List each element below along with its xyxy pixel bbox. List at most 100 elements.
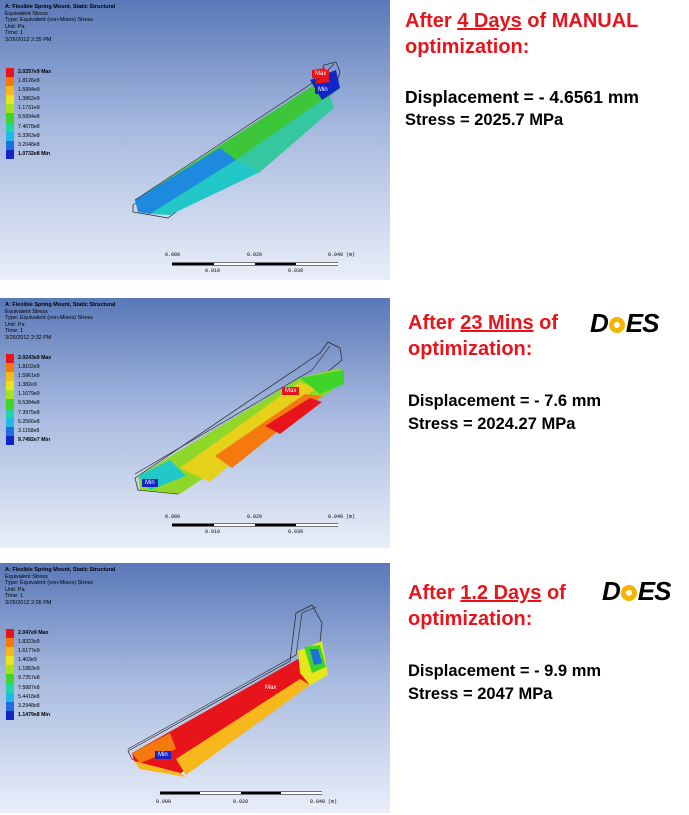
header-title: A: Flexible Spring Mount, Static Structu… (5, 302, 116, 308)
header-time: Time: 1 (5, 328, 24, 335)
header-unit: Unit: Pa (5, 23, 25, 30)
duration-text: 1.2 Days (460, 582, 542, 604)
legend-value: 7.5887e8 (18, 684, 40, 691)
heading-suffix: of MANUAL (521, 10, 639, 32)
panel-header: A: Flexible Spring Mount, Static Structu… (5, 4, 115, 44)
duration-text: 4 Days (457, 10, 522, 32)
scale-tick-0: 0.000 (165, 252, 181, 258)
legend-row: 1.5994e9 (6, 86, 51, 96)
legend-swatch (6, 372, 14, 382)
stress-legend: 2.0243e9 Max 1.8102e9 1.5961e9 1.382e9 1.167… (6, 354, 51, 445)
legend-value: 1.8126e9 (18, 78, 40, 85)
legend-row: 1.8102e9 (6, 363, 51, 373)
legend-row: 7.4678e8 (6, 122, 51, 132)
legend-row: 1.403e9 (6, 656, 50, 666)
result-block-3: After 1.2 Days of optimization: Displace… (408, 580, 688, 706)
header-unit: Unit: Pa (5, 586, 25, 593)
legend-row: 5.4418e8 (6, 692, 50, 702)
header-type: Type: Equivalent (von-Mises) Stress (5, 315, 94, 322)
model-view-3 (127, 604, 328, 795)
legend-row: 9.5994e8 (6, 113, 51, 123)
heading-suffix: of (533, 312, 559, 334)
displacement-text: Displacement = - 9.9 mm (408, 662, 602, 680)
scale-tick-020: 0.020 (247, 514, 263, 520)
legend-value: 2.0243e9 Max (18, 354, 52, 361)
legend-value: 1.8323e9 (18, 639, 40, 646)
scale-tick-0: 0.000 (165, 514, 181, 520)
heading-prefix: After (405, 10, 458, 32)
legend-swatch (6, 426, 14, 436)
legend-value: 9.7492e7 Min (18, 436, 51, 443)
scale-tick-040: 0.040 (m) (310, 799, 338, 805)
header-type: Type: Equivalent (von-Mises) Stress (5, 580, 94, 587)
legend-value: 1.1479e8 Min (18, 711, 51, 718)
legend-value: 3.2948e8 (18, 702, 40, 709)
legend-swatch (6, 399, 14, 409)
legend-value: 1.1883e9 (18, 666, 40, 673)
result-heading: After 23 Mins of (408, 310, 688, 336)
legend-value: 7.4678e8 (18, 123, 40, 130)
scale-tick-020: 0.020 (233, 799, 249, 805)
min-tag: Min (155, 751, 171, 759)
legend-swatch (6, 647, 14, 657)
header-subtitle: Equivalent Stress (5, 308, 48, 315)
header-time: Time: 1 (5, 593, 24, 600)
duration-text: 23 Mins (460, 312, 534, 334)
legend-swatch (6, 149, 14, 159)
legend-swatch (6, 710, 14, 720)
legend-row: 1.0732e8 Min (6, 149, 51, 159)
legend-swatch (6, 638, 14, 648)
scale-tick-010: 0.010 (205, 529, 221, 535)
model-view-2 (134, 341, 344, 527)
simulation-panel-2: A: Flexible Spring Mount, Static Structu… (0, 298, 390, 548)
legend-row: 5.2566e8 (6, 417, 51, 427)
legend-value: 1.403e9 (18, 657, 37, 664)
legend-value: 3.1158e8 (18, 427, 40, 434)
legend-swatch (6, 131, 14, 141)
result-block-1: After 4 Days of MANUAL optimization: Dis… (405, 8, 687, 132)
legend-value: 9.5994e8 (18, 114, 40, 121)
legend-row: 1.382e9 (6, 381, 51, 391)
result-block-2: After 23 Mins of optimization: Displacem… (408, 310, 688, 436)
heading-line2: optimization: (408, 608, 533, 630)
legend-swatch (6, 701, 14, 711)
legend-swatch (6, 104, 14, 114)
legend-swatch (6, 674, 14, 684)
legend-value: 7.3975e8 (18, 409, 40, 416)
displacement-text: Displacement = - 7.6 mm (408, 392, 602, 410)
header-date: 3/26/2012 2:32 PM (5, 334, 52, 341)
legend-value: 5.4418e8 (18, 693, 40, 700)
stress-text: Stress = 2024.27 MPa (408, 415, 576, 433)
header-title: A: Flexible Spring Mount, Static Structu… (5, 567, 116, 573)
legend-swatch (6, 665, 14, 675)
legend-row: 3.2048e8 (6, 140, 51, 150)
legend-row: 1.1479e8 Min (6, 710, 51, 720)
result-heading: After 1.2 Days of (408, 580, 688, 606)
legend-row: 7.3975e8 (6, 408, 51, 418)
scale-tick-030: 0.030 (288, 529, 304, 535)
result-heading: After 4 Days of MANUAL (405, 8, 687, 34)
legend-swatch (6, 95, 14, 105)
legend-swatch (6, 692, 14, 702)
legend-row: 3.1158e8 (6, 426, 51, 436)
legend-swatch (6, 381, 14, 391)
header-unit: Unit: Pa (5, 321, 25, 328)
legend-value: 9.7357e8 (18, 675, 40, 682)
max-tag: Max (282, 387, 300, 395)
max-tag: Max (312, 70, 330, 78)
displacement-text: Displacement = - 4.6561 mm (405, 87, 639, 107)
legend-swatch (6, 68, 14, 78)
legend-row: 2.0243e9 Max (6, 354, 52, 364)
legend-value: 1.1731e9 (18, 105, 40, 112)
legend-swatch (6, 417, 14, 427)
scale-tick-030: 0.030 (288, 268, 304, 274)
legend-row: 7.5887e8 (6, 683, 50, 693)
does-logo: D ES (590, 308, 659, 338)
legend-value: 1.1679e9 (18, 391, 40, 398)
heading-line2: optimization: (405, 36, 530, 58)
scale-tick-010: 0.010 (205, 268, 221, 274)
legend-swatch (6, 86, 14, 96)
simulation-panel-3: A: Flexible Spring Mount, Static Structu… (0, 563, 390, 813)
header-subtitle: Equivalent Stress (5, 573, 48, 580)
stress-legend: 2.0257e9 Max 1.8126e9 1.5994e9 1.3862e9 1.17… (6, 68, 51, 159)
